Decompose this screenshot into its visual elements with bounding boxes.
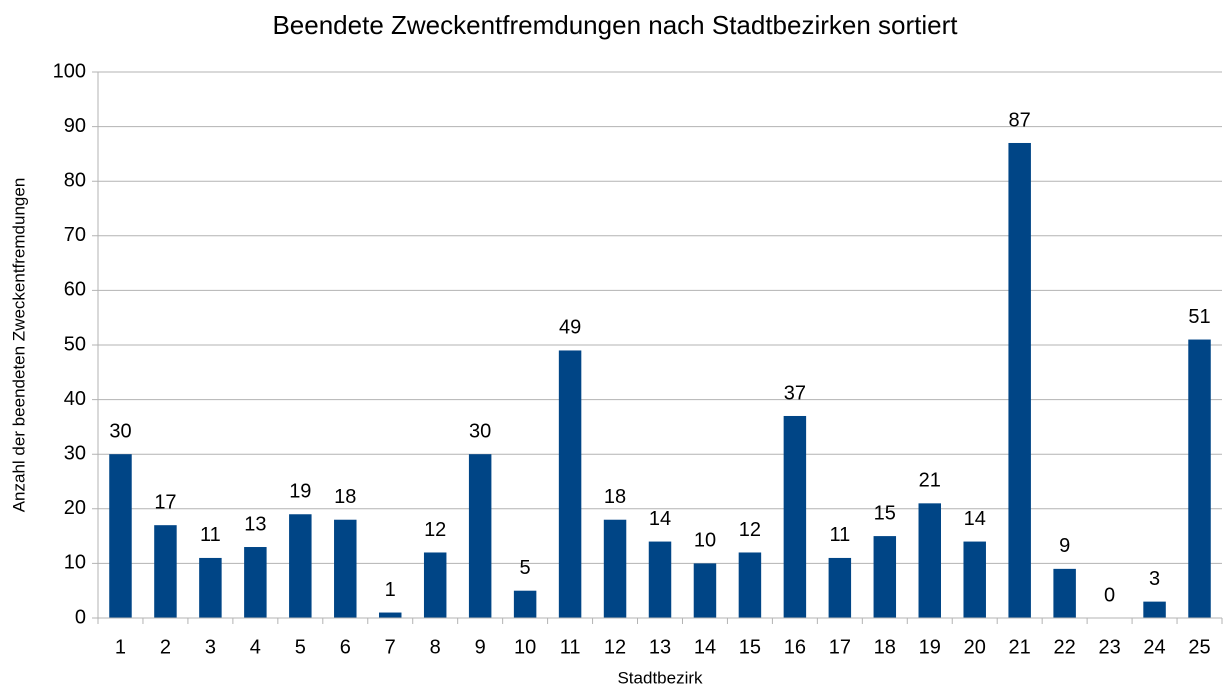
y-tick-label: 60: [64, 279, 86, 301]
bar: [873, 536, 897, 618]
bar: [918, 503, 941, 618]
data-label: 18: [604, 486, 626, 508]
data-label: 37: [784, 382, 806, 404]
data-label: 49: [559, 317, 581, 339]
y-tick-label: 20: [64, 497, 86, 519]
bar: [289, 514, 312, 618]
y-tick-label: 40: [64, 388, 86, 410]
y-tick-label: 30: [64, 442, 86, 464]
y-tick-label: 80: [64, 169, 86, 191]
data-label: 13: [244, 513, 266, 535]
bar: [1188, 339, 1211, 618]
data-label: 5: [520, 557, 531, 579]
x-tick-label: 7: [385, 636, 396, 658]
y-tick-label: 100: [53, 60, 86, 82]
bar: [199, 557, 222, 618]
x-tick-label: 23: [1098, 636, 1120, 658]
data-label: 30: [469, 420, 491, 442]
bar: [423, 552, 447, 618]
bar: [603, 519, 627, 618]
data-label: 30: [109, 420, 131, 442]
x-tick-label: 22: [1054, 636, 1076, 658]
x-tick-label: 19: [919, 636, 941, 658]
y-tick-label: 10: [64, 552, 86, 574]
data-label: 12: [424, 519, 446, 541]
data-label: 21: [919, 470, 941, 492]
data-label: 9: [1059, 535, 1070, 557]
x-tick-label: 2: [160, 636, 171, 658]
data-label: 0: [1104, 584, 1115, 606]
bar: [1143, 601, 1166, 618]
bar: [648, 541, 672, 618]
bar: [693, 563, 717, 618]
bar: [109, 454, 132, 618]
x-tick-label: 13: [649, 636, 671, 658]
bar: [244, 547, 267, 618]
data-label: 15: [874, 502, 896, 524]
data-label: 1: [385, 579, 396, 601]
chart-title: Beendete Zweckentfremdungen nach Stadtbe…: [272, 10, 958, 40]
y-tick-label: 50: [64, 333, 86, 355]
x-tick-label: 8: [430, 636, 441, 658]
x-tick-label: 10: [514, 636, 536, 658]
x-tick-label: 17: [829, 636, 851, 658]
bar: [783, 415, 807, 618]
data-label: 19: [289, 481, 311, 503]
bar: [1008, 142, 1031, 619]
x-tick-label: 4: [250, 636, 261, 658]
data-label: 18: [334, 486, 356, 508]
x-tick-label: 11: [560, 636, 581, 658]
x-tick-label: 24: [1143, 636, 1165, 658]
x-tick-label: 5: [295, 636, 306, 658]
bar: [334, 519, 357, 618]
bar: [558, 350, 582, 618]
data-label: 3: [1149, 568, 1160, 590]
bar: [963, 541, 986, 618]
data-label: 11: [829, 524, 850, 546]
data-label: 51: [1188, 306, 1210, 328]
x-tick-label: 20: [964, 636, 986, 658]
data-label: 12: [739, 519, 761, 541]
x-tick-label: 6: [340, 636, 351, 658]
x-tick-label: 12: [604, 636, 626, 658]
y-tick-label: 70: [64, 224, 86, 246]
data-label: 14: [964, 508, 986, 530]
bar: [1053, 568, 1076, 618]
x-axis-label: Stadtbezirk: [617, 668, 703, 687]
y-axis-label: Anzahl der beendeten Zweckentfremdungen: [9, 178, 28, 513]
x-tick-label: 3: [205, 636, 216, 658]
x-tick-label: 1: [115, 636, 126, 658]
y-tick-label: 90: [64, 115, 86, 137]
data-label: 14: [649, 508, 671, 530]
bar: [513, 590, 537, 618]
x-tick-label: 18: [874, 636, 896, 658]
bar: [379, 612, 402, 618]
x-tick-label: 16: [784, 636, 806, 658]
bar: [468, 454, 492, 618]
x-tick-label: 21: [1009, 636, 1031, 658]
data-label: 11: [200, 524, 221, 546]
data-label: 10: [694, 530, 716, 552]
bar: [154, 525, 177, 618]
bar: [828, 557, 852, 618]
bar: [738, 552, 762, 618]
x-tick-label: 15: [739, 636, 761, 658]
x-tick-label: 25: [1188, 636, 1210, 658]
data-label: 87: [1009, 109, 1031, 131]
x-tick-label: 14: [694, 636, 716, 658]
data-label: 17: [154, 491, 176, 513]
x-tick-label: 9: [475, 636, 486, 658]
y-tick-label: 0: [75, 606, 86, 628]
